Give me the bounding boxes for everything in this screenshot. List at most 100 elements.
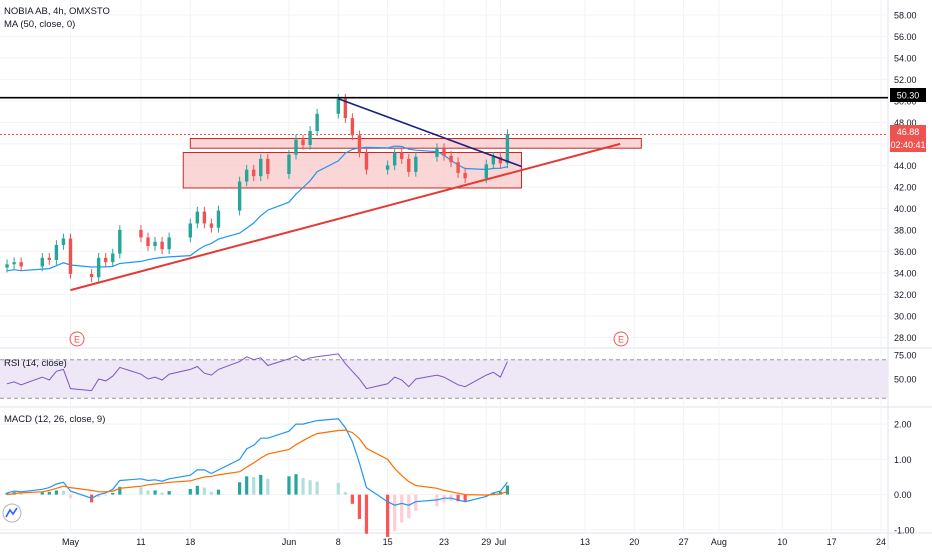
candle[interactable] bbox=[498, 151, 503, 169]
candle[interactable] bbox=[111, 248, 115, 267]
candle[interactable] bbox=[12, 257, 16, 270]
candle[interactable] bbox=[237, 176, 242, 216]
candle[interactable] bbox=[400, 147, 404, 164]
candle[interactable] bbox=[252, 164, 256, 181]
candle[interactable] bbox=[491, 151, 496, 170]
price-tick-label: 32.00 bbox=[894, 290, 917, 300]
candle[interactable] bbox=[54, 240, 59, 265]
candle[interactable] bbox=[414, 151, 418, 177]
macd-histogram-bar bbox=[202, 487, 206, 495]
macd-histogram-bar bbox=[294, 474, 298, 495]
candle[interactable] bbox=[160, 236, 164, 255]
price-tick-label: 54.00 bbox=[894, 53, 917, 63]
resistance-zone[interactable] bbox=[189, 138, 642, 149]
macd-histogram-bar bbox=[407, 494, 411, 519]
time-tick-label: 24 bbox=[876, 537, 886, 547]
price-tick-label: 42.00 bbox=[894, 182, 917, 192]
candle[interactable] bbox=[40, 253, 44, 272]
earnings-marker-2[interactable]: E bbox=[613, 331, 629, 347]
time-tick-label: 17 bbox=[827, 537, 837, 547]
candle[interactable] bbox=[259, 154, 263, 181]
macd-histogram-bar bbox=[5, 492, 9, 495]
macd-histogram-bar bbox=[301, 478, 305, 495]
macd-histogram-bar bbox=[238, 482, 242, 495]
macd-histogram-bar bbox=[336, 482, 340, 495]
macd-line bbox=[6, 418, 508, 506]
candle[interactable] bbox=[167, 232, 171, 255]
descending-trendline[interactable] bbox=[338, 97, 522, 168]
candle[interactable] bbox=[19, 257, 23, 272]
candle[interactable] bbox=[463, 168, 467, 184]
candle[interactable] bbox=[456, 157, 460, 178]
price-tick-label: 34.00 bbox=[894, 268, 917, 278]
candle[interactable] bbox=[244, 164, 249, 187]
last-price-text: 46.88 bbox=[897, 127, 920, 137]
candle[interactable] bbox=[188, 218, 192, 243]
candle[interactable] bbox=[104, 253, 108, 267]
candle[interactable] bbox=[287, 149, 291, 179]
candle[interactable] bbox=[357, 130, 362, 158]
macd-pane bbox=[5, 418, 510, 537]
macd-histogram-bar bbox=[287, 476, 291, 495]
candle[interactable] bbox=[294, 134, 298, 160]
ma-legend-label: MA (50, close, 0) bbox=[4, 19, 75, 30]
macd-histogram-bar bbox=[456, 494, 460, 502]
candle[interactable] bbox=[350, 113, 355, 141]
candle[interactable] bbox=[364, 147, 369, 175]
candle[interactable] bbox=[153, 236, 157, 251]
candle[interactable] bbox=[435, 143, 439, 162]
macd-histogram-bar bbox=[343, 492, 347, 495]
level-price-tag: 50.30 bbox=[890, 88, 926, 102]
macd-histogram-bar bbox=[104, 494, 108, 496]
candle[interactable] bbox=[195, 206, 200, 229]
time-tick-label: 27 bbox=[679, 537, 689, 547]
candle[interactable] bbox=[146, 232, 150, 251]
time-tick-label: 29 bbox=[481, 537, 491, 547]
earnings-marker-1[interactable]: E bbox=[69, 331, 85, 347]
macd-histogram-bar bbox=[498, 491, 502, 495]
macd-histogram-bar bbox=[491, 492, 495, 495]
macd-histogram-bar bbox=[195, 485, 199, 495]
macd-histogram-bar bbox=[209, 491, 214, 495]
candle[interactable] bbox=[308, 126, 312, 150]
candle[interactable] bbox=[5, 259, 9, 273]
candle[interactable] bbox=[139, 225, 143, 243]
macd-histogram-bar bbox=[118, 486, 122, 495]
candle[interactable] bbox=[68, 233, 73, 279]
candle[interactable] bbox=[407, 154, 411, 177]
price-tick-label: 48.00 bbox=[894, 118, 917, 128]
candle[interactable] bbox=[449, 150, 453, 168]
candle[interactable] bbox=[202, 206, 207, 229]
price-tick-label: 56.00 bbox=[894, 32, 917, 42]
candle[interactable] bbox=[118, 225, 122, 259]
rsi-band bbox=[0, 359, 888, 399]
candle[interactable] bbox=[343, 93, 348, 123]
candle[interactable] bbox=[301, 134, 305, 150]
earnings-marker-label: E bbox=[618, 335, 624, 345]
candle[interactable] bbox=[385, 160, 390, 175]
candle[interactable] bbox=[216, 205, 221, 233]
macd-histogram-bar bbox=[167, 491, 171, 495]
candle[interactable] bbox=[266, 154, 270, 179]
ascending-trendline[interactable] bbox=[70, 142, 621, 292]
candle[interactable] bbox=[209, 218, 214, 233]
macd-histogram-bar bbox=[68, 494, 73, 499]
macd-histogram-bar bbox=[146, 490, 150, 495]
macd-histogram-bar bbox=[188, 488, 192, 495]
candle[interactable] bbox=[47, 253, 52, 265]
candle[interactable] bbox=[315, 108, 319, 136]
macd-legend-label: MACD (12, 26, close, 9) bbox=[4, 414, 105, 425]
time-tick-label: 15 bbox=[383, 537, 393, 547]
candle[interactable] bbox=[61, 233, 66, 250]
price-tick-label: 38.00 bbox=[894, 225, 917, 235]
time-tick-label: Jul bbox=[495, 537, 507, 547]
macd-histogram-bar bbox=[153, 490, 157, 495]
time-tick-label: Aug bbox=[711, 537, 727, 547]
candle[interactable] bbox=[89, 269, 94, 283]
candle[interactable] bbox=[96, 253, 101, 283]
tradingview-logo-icon[interactable] bbox=[2, 503, 22, 523]
candle[interactable] bbox=[442, 143, 446, 161]
macd-histogram-bar bbox=[266, 478, 270, 495]
candle[interactable] bbox=[392, 147, 397, 171]
